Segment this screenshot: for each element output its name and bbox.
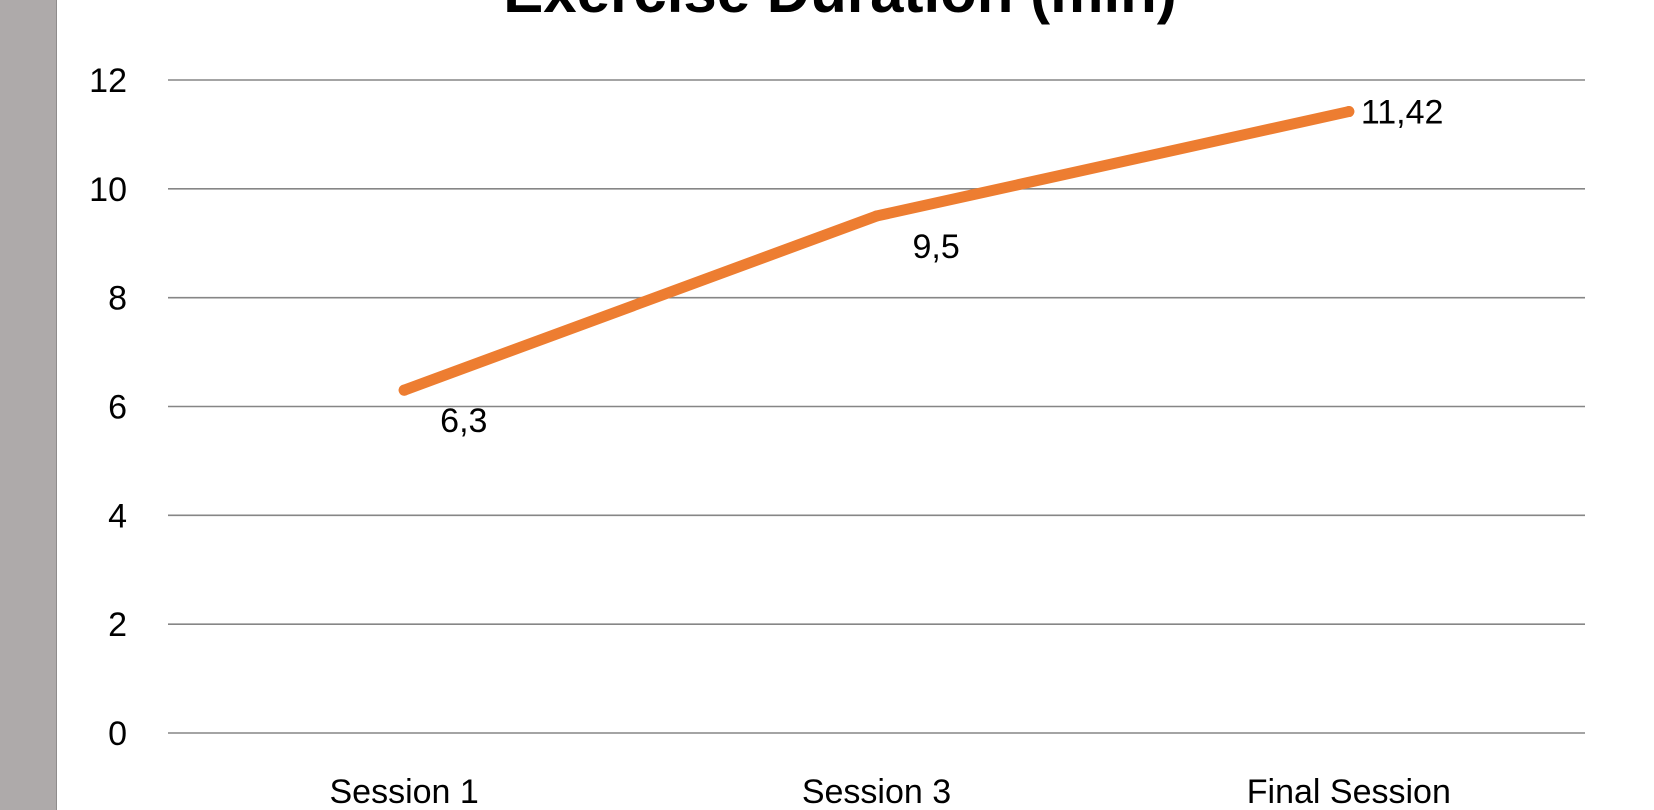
chart-title-group: Exercise Duration (min)	[503, 0, 1177, 25]
y-tick-label-8: 8	[108, 280, 127, 318]
y-tick-label-4: 4	[108, 497, 127, 535]
y-axis-ticks: 0 2 4 6 8 10 12	[89, 62, 127, 753]
y-tick-label-6: 6	[108, 389, 127, 427]
y-tick-label-0: 0	[108, 715, 127, 753]
x-axis-ticks: Session 1 Session 3 Final Session	[330, 773, 1451, 810]
data-point-1	[398, 384, 410, 396]
x-tick-label-3: Final Session	[1247, 773, 1451, 810]
chart-sheet	[56, 0, 1654, 810]
data-label-2: 9,5	[913, 228, 960, 266]
y-tick-label-10: 10	[89, 171, 127, 209]
chart-title: Exercise Duration (min)	[503, 0, 1177, 25]
x-tick-label-2: Session 3	[802, 773, 951, 810]
y-tick-label-2: 2	[108, 606, 127, 644]
data-labels: 6,3 9,5 11,42	[440, 94, 1443, 441]
series-group	[398, 106, 1355, 396]
data-point-2	[871, 210, 882, 222]
data-label-3: 11,42	[1361, 94, 1444, 132]
data-point-3	[1343, 106, 1355, 118]
data-label-1: 6,3	[440, 402, 487, 440]
gridlines	[168, 79, 1585, 734]
series-line-1	[398, 106, 1355, 396]
y-tick-label-12: 12	[89, 62, 127, 100]
x-tick-label-1: Session 1	[330, 773, 479, 810]
